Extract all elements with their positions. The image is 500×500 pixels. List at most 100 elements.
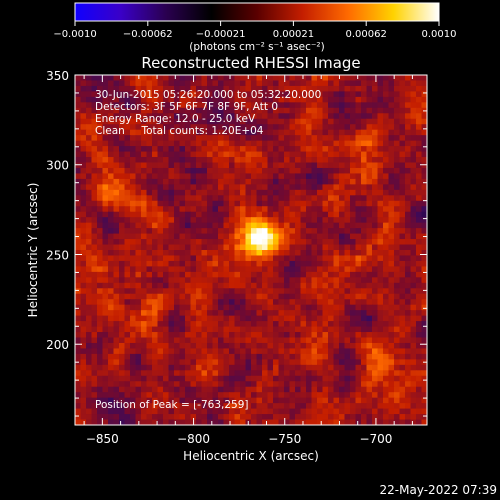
heatmap-pixel bbox=[394, 244, 401, 251]
heatmap-pixel bbox=[185, 260, 192, 268]
heatmap-pixel bbox=[328, 277, 335, 284]
heatmap-pixel bbox=[322, 151, 329, 158]
heatmap-pixel bbox=[383, 293, 390, 300]
heatmap-pixel bbox=[322, 217, 329, 224]
heatmap-pixel bbox=[119, 244, 126, 251]
heatmap-pixel bbox=[383, 75, 390, 82]
heatmap-pixel bbox=[377, 118, 384, 125]
heatmap-pixel bbox=[394, 80, 401, 87]
heatmap-pixel bbox=[113, 178, 120, 185]
heatmap-pixel bbox=[245, 167, 252, 175]
heatmap-pixel bbox=[361, 75, 368, 82]
heatmap-pixel bbox=[273, 321, 280, 328]
heatmap-pixel bbox=[229, 304, 236, 311]
heatmap-pixel bbox=[399, 146, 406, 153]
heatmap-pixel bbox=[179, 184, 186, 191]
heatmap-pixel bbox=[344, 332, 351, 339]
heatmap-pixel bbox=[251, 222, 258, 229]
heatmap-pixel bbox=[190, 151, 197, 158]
heatmap-pixel bbox=[157, 414, 164, 421]
heatmap-pixel bbox=[141, 255, 148, 262]
heatmap-pixel bbox=[383, 167, 390, 175]
heatmap-pixel bbox=[119, 162, 126, 169]
heatmap-pixel bbox=[361, 200, 368, 207]
heatmap-pixel bbox=[416, 288, 423, 295]
heatmap-pixel bbox=[229, 167, 236, 175]
heatmap-pixel bbox=[328, 96, 335, 103]
heatmap-pixel bbox=[86, 266, 93, 273]
heatmap-pixel bbox=[212, 332, 219, 339]
heatmap-pixel bbox=[108, 386, 115, 393]
heatmap-pixel bbox=[262, 392, 269, 399]
heatmap-pixel bbox=[262, 135, 269, 142]
heatmap-pixel bbox=[311, 200, 318, 207]
heatmap-pixel bbox=[322, 348, 329, 355]
heatmap-pixel bbox=[207, 419, 214, 425]
heatmap-pixel bbox=[119, 277, 126, 284]
heatmap-pixel bbox=[306, 310, 313, 317]
heatmap-pixel bbox=[405, 304, 412, 311]
heatmap-pixel bbox=[339, 321, 346, 328]
heatmap-pixel bbox=[108, 118, 115, 125]
heatmap-pixel bbox=[256, 129, 263, 136]
heatmap-pixel bbox=[383, 288, 390, 295]
heatmap-pixel bbox=[174, 167, 181, 175]
heatmap-pixel bbox=[152, 353, 159, 360]
heatmap-pixel bbox=[421, 386, 427, 393]
heatmap-pixel bbox=[394, 113, 401, 120]
heatmap-pixel bbox=[410, 250, 417, 257]
heatmap-pixel bbox=[163, 304, 170, 311]
heatmap-pixel bbox=[251, 162, 258, 169]
heatmap-pixel bbox=[322, 244, 329, 251]
heatmap-pixel bbox=[322, 397, 329, 404]
heatmap-pixel bbox=[196, 75, 203, 82]
heatmap-pixel bbox=[256, 140, 263, 147]
heatmap-pixel bbox=[146, 381, 153, 388]
heatmap-pixel bbox=[124, 91, 131, 98]
heatmap-pixel bbox=[229, 96, 236, 103]
heatmap-pixel bbox=[267, 228, 274, 235]
heatmap-pixel bbox=[295, 348, 302, 355]
heatmap-pixel bbox=[212, 233, 219, 240]
heatmap-pixel bbox=[130, 135, 137, 142]
heatmap-pixel bbox=[141, 271, 148, 278]
heatmap-pixel bbox=[212, 211, 219, 218]
heatmap-pixel bbox=[350, 414, 357, 421]
heatmap-pixel bbox=[124, 250, 131, 257]
heatmap-pixel bbox=[394, 337, 401, 344]
heatmap-pixel bbox=[322, 255, 329, 262]
heatmap-pixel bbox=[229, 397, 236, 404]
heatmap-pixel bbox=[273, 408, 280, 415]
heatmap-pixel bbox=[141, 326, 148, 333]
heatmap-pixel bbox=[339, 157, 346, 164]
heatmap-pixel bbox=[119, 353, 126, 360]
heatmap-pixel bbox=[317, 85, 324, 93]
heatmap-pixel bbox=[350, 392, 357, 399]
heatmap-pixel bbox=[366, 299, 373, 306]
heatmap-pixel bbox=[295, 157, 302, 164]
heatmap-pixel bbox=[124, 348, 131, 355]
heatmap-pixel bbox=[86, 392, 93, 399]
heatmap-pixel bbox=[130, 293, 137, 300]
heatmap-pixel bbox=[383, 162, 390, 169]
heatmap-pixel bbox=[262, 266, 269, 273]
heatmap-pixel bbox=[245, 304, 252, 311]
heatmap-pixel bbox=[185, 408, 192, 415]
heatmap-pixel bbox=[372, 173, 379, 180]
heatmap-pixel bbox=[416, 353, 423, 360]
heatmap-pixel bbox=[240, 315, 247, 322]
heatmap-pixel bbox=[218, 195, 225, 202]
heatmap-pixel bbox=[278, 392, 285, 399]
heatmap-pixel bbox=[256, 211, 263, 218]
heatmap-pixel bbox=[361, 381, 368, 388]
heatmap-pixel bbox=[102, 255, 109, 262]
heatmap-pixel bbox=[311, 184, 318, 191]
heatmap-pixel bbox=[394, 321, 401, 328]
heatmap-pixel bbox=[146, 239, 153, 246]
heatmap-pixel bbox=[388, 282, 395, 289]
heatmap-pixel bbox=[377, 353, 384, 360]
heatmap-pixel bbox=[333, 91, 340, 98]
heatmap-pixel bbox=[212, 140, 219, 147]
heatmap-pixel bbox=[333, 151, 340, 158]
heatmap-pixel bbox=[190, 96, 197, 103]
